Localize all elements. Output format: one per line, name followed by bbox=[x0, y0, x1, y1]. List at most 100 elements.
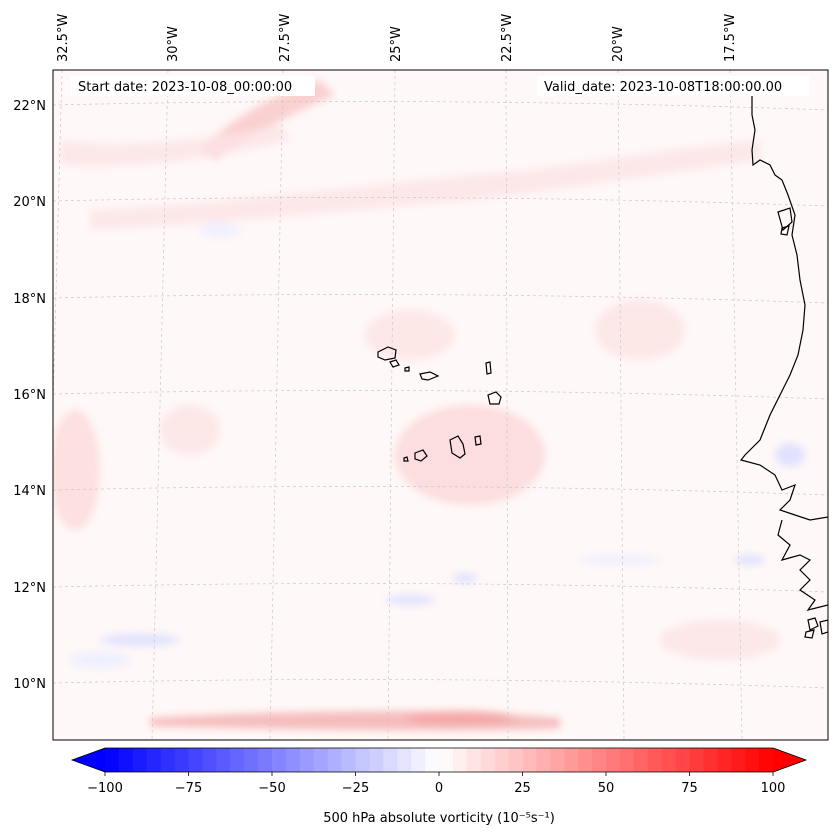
lon-label-0: 32.5°W bbox=[56, 14, 71, 62]
lon-label-2: 27.5°W bbox=[278, 14, 293, 62]
colorbar-cells bbox=[105, 748, 774, 772]
colorbar-cell bbox=[494, 748, 510, 772]
sao-nicolau-island bbox=[419, 371, 440, 381]
lat-gridline-10n bbox=[53, 679, 828, 689]
vorticity-negative-patch-3 bbox=[453, 573, 477, 583]
start-date-box bbox=[70, 76, 315, 96]
colorbar-cell bbox=[606, 748, 621, 772]
lat-label-6: 10°N bbox=[13, 677, 46, 692]
colorbar-tick-label: −75 bbox=[175, 781, 202, 796]
colorbar-cell bbox=[244, 748, 259, 772]
lat-label-2: 18°N bbox=[13, 292, 46, 307]
colorbar-extend-low bbox=[72, 748, 105, 772]
valid-date-text: Valid_date: 2023-10-08T18:00:00.00 bbox=[544, 80, 782, 95]
colorbar-cell bbox=[132, 748, 148, 772]
lon-gridline-17.5w bbox=[729, 70, 743, 740]
vorticity-negative-patch-8 bbox=[735, 555, 765, 565]
vorticity-positive-core-south bbox=[405, 711, 515, 725]
lon-label-1: 30°W bbox=[166, 26, 181, 62]
lon-gridline-25w bbox=[387, 70, 396, 740]
colorbar-cell bbox=[272, 748, 287, 772]
coastlines bbox=[377, 95, 828, 639]
lon-label-4: 22.5°W bbox=[500, 14, 515, 62]
colorbar-cell bbox=[536, 748, 551, 772]
latitude-labels: 22°N 20°N 18°N 16°N 14°N 12°N 10°N bbox=[13, 99, 46, 692]
vorticity-negative-patch-4 bbox=[580, 555, 660, 565]
colorbar-cell bbox=[188, 748, 204, 772]
vorticity-field bbox=[53, 80, 805, 731]
lat-label-1: 20°N bbox=[13, 195, 46, 210]
colorbar-cell bbox=[661, 748, 677, 772]
colorbar-cell bbox=[619, 748, 635, 772]
colorbar-cell bbox=[425, 748, 440, 772]
vorticity-negative-patch-7 bbox=[200, 222, 240, 238]
boa-vista-island bbox=[487, 391, 502, 405]
colorbar-cell bbox=[759, 748, 774, 772]
africa-coastline bbox=[739, 95, 828, 521]
colorbar-cell bbox=[452, 748, 468, 772]
colorbar-extend-high bbox=[773, 748, 806, 772]
lon-label-6: 17.5°W bbox=[723, 14, 738, 62]
santiago-island bbox=[449, 435, 466, 459]
lat-label-5: 12°N bbox=[13, 581, 46, 596]
colorbar-cell bbox=[411, 748, 426, 772]
colorbar: −100 −75 −50 −25 0 25 50 75 100 500 hPa absolute… bbox=[70, 747, 808, 826]
colorbar-cell bbox=[341, 748, 357, 772]
lat-gridline-22n bbox=[53, 101, 828, 111]
colorbar-cell bbox=[299, 748, 315, 772]
colorbar-cell bbox=[508, 748, 524, 772]
africa-coastline-south bbox=[777, 519, 828, 611]
colorbar-cell bbox=[397, 748, 412, 772]
lat-gridline-14n bbox=[53, 486, 828, 496]
colorbar-cell bbox=[647, 748, 663, 772]
lon-label-5: 20°W bbox=[611, 26, 626, 62]
sal-island bbox=[485, 361, 492, 375]
colorbar-cell bbox=[174, 748, 190, 772]
colorbar-cell bbox=[369, 748, 384, 772]
colorbar-cell bbox=[160, 748, 176, 772]
colorbar-cell bbox=[703, 748, 718, 772]
colorbar-tick-label: 0 bbox=[435, 781, 443, 796]
colorbar-label: 500 hPa absolute vorticity (10⁻⁵s⁻¹) bbox=[323, 811, 555, 826]
colorbar-cell bbox=[550, 748, 565, 772]
colorbar-tick-label: 50 bbox=[598, 781, 615, 796]
vorticity-positive-patch-islands bbox=[395, 405, 545, 505]
colorbar-tick-label: 75 bbox=[681, 781, 698, 796]
bijagos-islands-1 bbox=[807, 617, 819, 631]
map-frame bbox=[52, 69, 829, 741]
colorbar-cell bbox=[230, 748, 245, 772]
colorbar-cell bbox=[745, 748, 760, 772]
island-fragment-north bbox=[777, 207, 793, 232]
santa-luzia-island bbox=[404, 366, 410, 372]
vorticity-negative-patch-2 bbox=[385, 595, 435, 605]
colorbar-cell bbox=[675, 748, 691, 772]
lat-label-4: 14°N bbox=[13, 484, 46, 499]
lon-gridline-27.5w bbox=[269, 70, 284, 740]
colorbar-tick-label: 100 bbox=[761, 781, 786, 796]
lat-gridline-20n bbox=[53, 197, 828, 207]
colorbar-cell bbox=[578, 748, 593, 772]
bijagos-islands-2 bbox=[819, 619, 828, 635]
vorticity-positive-band-north2 bbox=[60, 125, 290, 167]
lat-gridline-16n bbox=[53, 390, 828, 400]
bijagos-islands-3 bbox=[804, 629, 815, 639]
vorticity-negative-patch-1 bbox=[100, 634, 180, 646]
colorbar-tick-label: 25 bbox=[514, 781, 531, 796]
colorbar-cell bbox=[285, 748, 301, 772]
lat-label-0: 22°N bbox=[13, 99, 46, 114]
colorbar-cell bbox=[216, 748, 231, 772]
vorticity-positive-patch-southeast bbox=[660, 620, 780, 660]
colorbar-cell bbox=[258, 748, 273, 772]
sao-vicente-island bbox=[389, 359, 400, 368]
vorticity-negative-patch-5 bbox=[775, 443, 805, 467]
colorbar-cell bbox=[355, 748, 371, 772]
island-fragment-north2 bbox=[780, 225, 790, 236]
colorbar-cell bbox=[327, 748, 343, 772]
colorbar-cell bbox=[633, 748, 649, 772]
lat-gridline-18n bbox=[53, 294, 828, 304]
gridlines bbox=[53, 70, 828, 740]
colorbar-ticks: −100 −75 −50 −25 0 25 50 75 100 bbox=[87, 772, 785, 796]
vorticity-positive-patch-west bbox=[53, 410, 100, 530]
fogo-island bbox=[414, 449, 428, 462]
